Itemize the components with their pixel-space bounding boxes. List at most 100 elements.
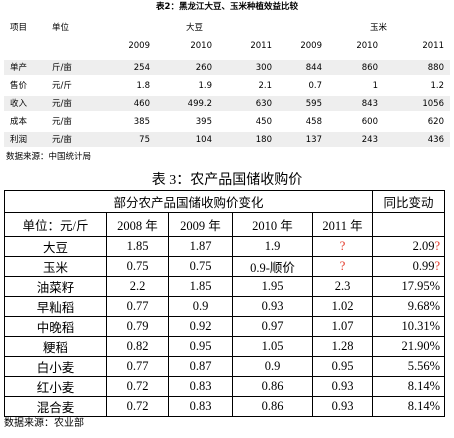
value-cell: 0.93 <box>232 296 313 317</box>
value-cell: 595 <box>305 99 322 109</box>
header-cell: 玉米 <box>370 23 388 33</box>
row-label: 玉米 <box>4 256 107 277</box>
row-band <box>4 60 450 75</box>
row-label: 粳稻 <box>4 336 107 357</box>
value-cell: 385 <box>133 117 150 127</box>
value-cell: 0.99? <box>372 256 445 277</box>
value-cell: 0.83 <box>168 376 233 397</box>
unit-cell: 元/斤 <box>52 81 72 91</box>
row-label: 油菜籽 <box>4 276 107 297</box>
header-cell: 单位 <box>52 23 70 33</box>
header-cell: 2008 年 <box>106 212 169 237</box>
value-cell: 1.95 <box>232 276 313 297</box>
value-cell: 0.86 <box>232 396 313 417</box>
header-cell: 2010 年 <box>232 212 313 237</box>
row-label: 混合麦 <box>4 396 107 417</box>
value-cell: 460 <box>133 99 150 109</box>
value-cell: 0.75 <box>168 256 233 277</box>
value-cell: 1 <box>372 81 378 91</box>
value-cell: 260 <box>195 63 212 73</box>
value-cell: 450 <box>255 117 272 127</box>
value-cell: 17.95% <box>372 276 445 297</box>
value-cell: 0.92 <box>168 316 233 337</box>
value-cell: 0.77 <box>106 296 169 317</box>
unit-cell: 元/亩 <box>52 135 72 145</box>
value-cell: 0.9 <box>232 356 313 377</box>
value-cell: 860 <box>361 63 378 73</box>
value-cell: 630 <box>255 99 272 109</box>
row-label: 白小麦 <box>4 356 107 377</box>
value-cell: 0.86 <box>232 376 313 397</box>
row-band <box>4 96 450 111</box>
year-cell: 2011 <box>422 41 444 51</box>
value-cell: 1.02 <box>312 296 373 317</box>
row-label: 中晚稻 <box>4 316 107 337</box>
year-cell: 2011 <box>250 41 272 51</box>
value-cell: 880 <box>427 63 444 73</box>
header-cell: 单位：元/斤 <box>4 212 107 237</box>
value-cell: 0.87 <box>168 356 233 377</box>
table1-title: 表2：黑龙江大豆、玉米种植效益比较 <box>156 2 298 12</box>
value-cell: ? <box>312 236 373 257</box>
value-cell: 0.72 <box>106 376 169 397</box>
value-cell: 137 <box>305 135 322 145</box>
value-cell: 844 <box>305 63 322 73</box>
value-cell: 243 <box>361 135 378 145</box>
value-cell: 5.56% <box>372 356 445 377</box>
header-cell <box>372 212 445 237</box>
header-cell: 项目 <box>10 23 28 33</box>
value-cell: 1.85 <box>106 236 169 257</box>
value-cell: 0.9 <box>168 296 233 317</box>
value-cell: 1056 <box>422 99 444 109</box>
value-cell: 8.14% <box>372 396 445 417</box>
header-cell: 2009 年 <box>168 212 233 237</box>
row-label: 成本 <box>10 117 28 127</box>
row-label: 售价 <box>10 81 28 91</box>
value-cell: 0.95 <box>312 356 373 377</box>
group-header: 部分农产品国储收购价变化 <box>4 190 373 213</box>
value-cell: 0.83 <box>168 396 233 417</box>
value-cell: 0.93 <box>312 396 373 417</box>
value-cell: 75 <box>139 135 150 145</box>
value-cell: 1.87 <box>168 236 233 257</box>
value-cell: 1.05 <box>232 336 313 357</box>
value-cell: 21.90% <box>372 336 445 357</box>
value-cell: 499.2 <box>187 99 212 109</box>
value-cell: 0.95 <box>168 336 233 357</box>
value-cell: 0.79 <box>106 316 169 337</box>
unit-cell: 元/亩 <box>52 99 72 109</box>
row-label: 单产 <box>10 63 28 73</box>
row-label: 红小麦 <box>4 376 107 397</box>
row-band <box>4 132 450 147</box>
value-cell: 1.2 <box>430 81 444 91</box>
header-cell: 2011 年 <box>312 212 373 237</box>
value-cell: 2.2 <box>106 276 169 297</box>
table2-source: 数据来源：农业部 <box>4 418 84 429</box>
value-cell: 436 <box>427 135 444 145</box>
table2-title: 表 3：农产品国储收购价 <box>151 173 303 188</box>
value-cell: 620 <box>427 117 444 127</box>
value-cell: 2.1 <box>258 81 272 91</box>
value-cell: 8.14% <box>372 376 445 397</box>
header-cell: 大豆 <box>186 23 204 33</box>
value-cell: 0.7 <box>308 81 322 91</box>
year-cell: 2009 <box>128 41 150 51</box>
row-label: 收入 <box>10 99 28 109</box>
value-cell: 2.09? <box>372 236 445 257</box>
value-cell: 9.68% <box>372 296 445 317</box>
value-cell: 1.07 <box>312 316 373 337</box>
value-cell: 1.9 <box>232 236 313 257</box>
table2: 部分农产品国储收购价变化 同比变动单位：元/斤 2008 年 2009 年 2010 年… <box>4 190 445 417</box>
table1-source: 数据来源：中国统计局 <box>6 152 92 162</box>
value-cell: 395 <box>195 117 212 127</box>
value-cell: 104 <box>195 135 212 145</box>
value-cell: 0.97 <box>232 316 313 337</box>
value-cell: 0.93 <box>312 376 373 397</box>
change-header: 同比变动 <box>372 190 445 213</box>
value-cell: 0.77 <box>106 356 169 377</box>
year-cell: 2009 <box>300 41 322 51</box>
value-cell: 0.9-顺价 <box>232 256 313 277</box>
value-cell: 0.82 <box>106 336 169 357</box>
value-cell: 254 <box>133 63 150 73</box>
value-cell: 180 <box>255 135 272 145</box>
